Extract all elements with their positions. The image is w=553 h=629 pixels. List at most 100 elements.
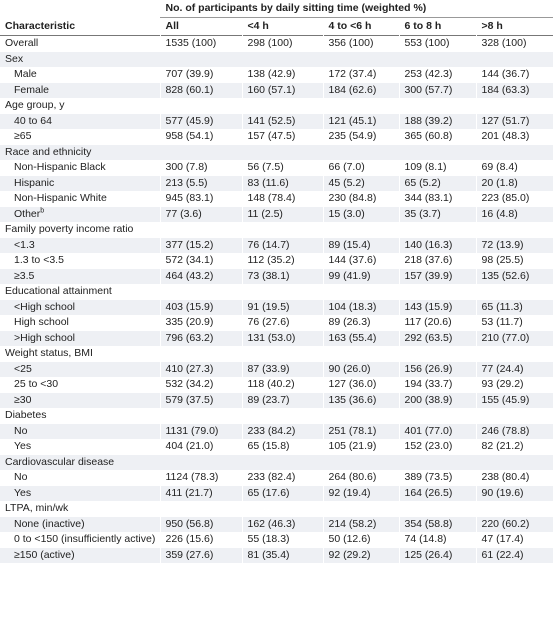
row-label-text: Hispanic — [14, 176, 55, 189]
cell: 65 (15.8) — [241, 439, 323, 455]
row-label-text: <25 — [14, 362, 32, 375]
cell: 66 (7.0) — [322, 160, 399, 176]
section-label: Age group, y — [5, 99, 65, 111]
cell: 377 (15.2) — [159, 237, 242, 253]
cell: 251 (78.1) — [322, 423, 399, 439]
cell: 246 (78.8) — [475, 423, 553, 439]
row-label-text: Yes — [14, 440, 32, 452]
column-header: <4 h — [241, 17, 323, 36]
table-row: Yes 404 (21.0) 65 (15.8) 105 (21.9) 152 (23.… — [0, 439, 553, 455]
section-row: Educational attainment — [0, 284, 553, 300]
table-row: Overall 1535 (100) 298 (100) 356 (100) 553 (… — [0, 35, 553, 52]
cell: 99 (41.9) — [322, 268, 399, 284]
section-row: Diabetes — [0, 408, 553, 424]
table-row: 1.3 to <3.5 572 (34.1) 112 (35.2) 144 (37.6… — [0, 253, 553, 269]
cell: 15 (3.0) — [322, 206, 399, 222]
cell: 117 (20.6) — [398, 315, 476, 331]
row-label-text: 0 to <150 (insufficiently active) — [14, 533, 156, 545]
row-label: Non-Hispanic Black — [0, 160, 160, 176]
table-row: 25 to <30 532 (34.2) 118 (40.2) 127 (36.0) 1… — [0, 377, 553, 393]
cell: 389 (73.5) — [398, 470, 476, 486]
cell: 404 (21.0) — [159, 439, 242, 455]
cell: 577 (45.9) — [159, 113, 242, 129]
row-label: ≥30 — [0, 393, 160, 409]
cell: 11 (2.5) — [241, 206, 323, 222]
cell: 163 (55.4) — [322, 330, 399, 346]
cell: 464 (43.2) — [159, 268, 242, 284]
cell: 188 (39.2) — [398, 113, 476, 129]
cell: 230 (84.8) — [322, 191, 399, 207]
cell: 220 (60.2) — [475, 516, 553, 532]
header-blank — [0, 0, 160, 18]
section-label: Sex — [5, 52, 24, 65]
section-row: Race and ethnicity — [0, 144, 553, 160]
row-label-text: High school — [14, 316, 69, 328]
cell: 74 (14.8) — [398, 532, 476, 548]
cell: 401 (77.0) — [398, 423, 476, 439]
section-row: Cardiovascular disease — [0, 454, 553, 470]
cell: 98 (25.5) — [475, 253, 553, 269]
cell: 73 (38.1) — [241, 268, 323, 284]
table-header: No. of participants by daily sitting tim… — [0, 0, 553, 36]
cell: 164 (26.5) — [398, 485, 476, 501]
table-row: High school 335 (20.9) 76 (27.6) 89 (26.3) 1… — [0, 315, 553, 331]
cell: 141 (52.5) — [241, 113, 323, 129]
table-row: No 1124 (78.3) 233 (82.4) 264 (80.6) 389 (73… — [0, 470, 553, 486]
header-characteristic: Characteristic — [5, 19, 76, 32]
cell: 298 (100) — [241, 35, 323, 52]
cell: 65 (17.6) — [241, 485, 323, 501]
table-row: <High school 403 (15.9) 91 (19.5) 104 (18.3… — [0, 299, 553, 315]
cell: 1124 (78.3) — [159, 470, 242, 486]
cell: 572 (34.1) — [159, 253, 242, 269]
cell: 162 (46.3) — [241, 516, 323, 532]
cell: 47 (17.4) — [475, 532, 553, 548]
section-label: LTPA, min/wk — [5, 502, 69, 514]
section-label: Family poverty income ratio — [5, 223, 134, 235]
cell: 210 (77.0) — [475, 330, 553, 346]
cell: 16 (4.8) — [475, 206, 553, 222]
section-row: Sex — [0, 51, 553, 67]
cell: 223 (85.0) — [475, 191, 553, 207]
cell: 65 (5.2) — [398, 175, 476, 191]
row-label-text: Non-Hispanic White — [14, 192, 107, 204]
table-row: Hispanic 213 (5.5) 83 (11.6) 45 (5.2) 65 (5.… — [0, 175, 553, 191]
row-label: High school — [0, 315, 160, 331]
cell: 144 (36.7) — [475, 67, 553, 83]
row-label-text: Other — [14, 207, 41, 220]
cell: 233 (84.2) — [241, 423, 323, 439]
cell: 53 (11.7) — [475, 315, 553, 331]
cell: 403 (15.9) — [159, 299, 242, 315]
cell: 532 (34.2) — [159, 377, 242, 393]
section-label: Diabetes — [5, 409, 47, 421]
cell: 77 (24.4) — [475, 361, 553, 377]
cell: 201 (48.3) — [475, 129, 553, 145]
row-label-text: ≥3.5 — [14, 269, 35, 282]
cell: 89 (15.4) — [322, 237, 399, 253]
cell: 157 (39.9) — [398, 268, 476, 284]
cell: 253 (42.3) — [398, 67, 476, 83]
cell: 127 (36.0) — [322, 377, 399, 393]
cell: 45 (5.2) — [322, 175, 399, 191]
cell: 950 (56.8) — [159, 516, 242, 532]
row-label-text: Overall — [5, 37, 39, 49]
section-label: Weight status, BMI — [5, 347, 93, 359]
cell: 1535 (100) — [159, 35, 242, 52]
row-label-text: <1.3 — [14, 238, 35, 251]
row-label-text: None (inactive) — [14, 517, 85, 530]
row-label-text: 1.3 to <3.5 — [14, 254, 64, 266]
table-row: Otherb 77 (3.6) 11 (2.5) 15 (3.0) 35 (3.7) 16… — [0, 206, 553, 222]
cell: 200 (38.9) — [398, 392, 476, 408]
cell: 92 (29.2) — [322, 547, 399, 563]
cell: 328 (100) — [475, 35, 553, 52]
cell: 135 (36.6) — [322, 392, 399, 408]
row-label: Non-Hispanic White — [0, 191, 160, 207]
table-row: Non-Hispanic Black 300 (7.8) 56 (7.5) 66 (7… — [0, 160, 553, 176]
cell: 335 (20.9) — [159, 315, 242, 331]
cell: 81 (35.4) — [241, 547, 323, 563]
row-label-text: ≥30 — [14, 393, 32, 406]
row-label: <1.3 — [0, 238, 160, 254]
cell: 105 (21.9) — [322, 439, 399, 455]
cell: 89 (23.7) — [241, 392, 323, 408]
row-label-text: No — [14, 424, 28, 437]
cell: 213 (5.5) — [159, 175, 242, 191]
